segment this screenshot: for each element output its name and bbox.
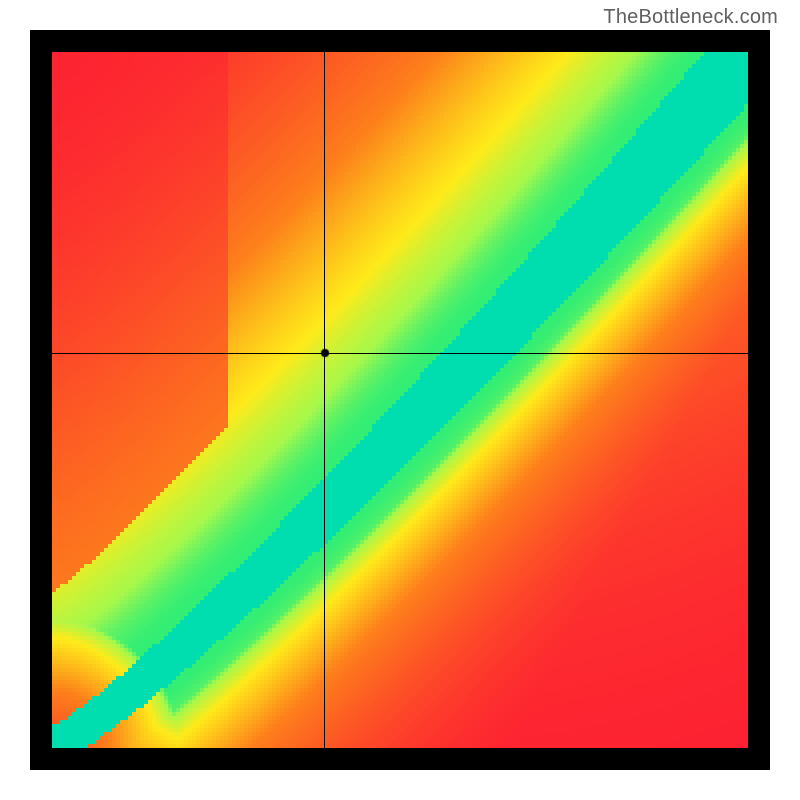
watermark-text: TheBottleneck.com — [603, 6, 778, 29]
crosshair-horizontal — [52, 353, 748, 354]
chart-frame — [30, 30, 770, 770]
crosshair-dot — [320, 348, 330, 358]
heatmap-canvas — [52, 52, 748, 748]
crosshair-vertical — [324, 52, 325, 748]
